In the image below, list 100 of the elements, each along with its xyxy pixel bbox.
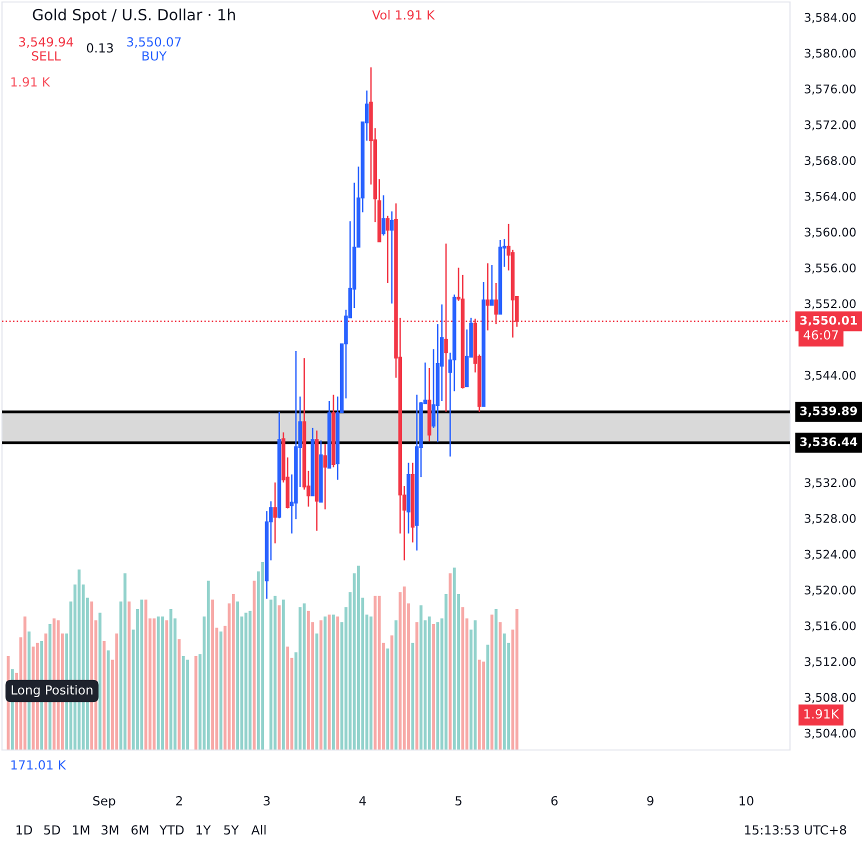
x-tick-label: 3 — [264, 796, 270, 806]
annotation: SELL — [32, 51, 61, 61]
text: 1D — [16, 825, 32, 834]
bar — [374, 596, 377, 750]
candlestick — [323, 443, 327, 510]
y-tick-label: 3,560.00 — [804, 228, 856, 238]
y-tick-label: 3,576.00 — [804, 84, 856, 95]
text: 3M — [102, 825, 118, 835]
bar — [502, 633, 506, 750]
bar — [428, 616, 431, 750]
bar — [411, 642, 414, 750]
x-tick-label: 5 — [456, 796, 462, 806]
bar — [394, 620, 398, 750]
bar — [444, 594, 448, 750]
annotation: 0.13 — [86, 43, 113, 53]
y-tick-label: 3,572.00 — [804, 120, 856, 130]
bar — [102, 640, 106, 750]
x-tick-label: 10 — [740, 796, 754, 806]
y-tick-label: 3,516.00 — [804, 621, 856, 632]
bar — [452, 568, 456, 750]
text: 6M — [132, 825, 148, 835]
x-tick-label: 6 — [551, 796, 558, 806]
bar — [415, 622, 418, 750]
y-tick-label: 3,512.00 — [804, 657, 856, 668]
text: 5Y — [224, 825, 239, 835]
bar — [128, 601, 131, 750]
bar — [261, 562, 264, 750]
candlestick — [382, 194, 386, 236]
bar — [211, 600, 214, 750]
x-tick-label: 9 — [647, 796, 654, 806]
bar — [461, 607, 464, 750]
bar — [161, 616, 164, 750]
bar — [156, 616, 160, 750]
y-tick-label: 3,564.00 — [804, 192, 856, 202]
bar — [420, 605, 422, 750]
annotation: 1.91 K — [11, 77, 50, 87]
bar — [144, 600, 148, 750]
bar — [248, 610, 252, 750]
bar — [286, 646, 290, 750]
candlestick — [490, 264, 494, 306]
ref-line-label: 3,536.44 — [800, 437, 858, 448]
bar — [432, 624, 435, 750]
bar — [115, 633, 118, 750]
annotation: BUY — [142, 51, 167, 61]
y-tick-label: 3,524.00 — [804, 550, 856, 560]
y-tick-label: 3,520.00 — [804, 586, 856, 596]
bar — [140, 600, 144, 750]
text: 5D — [44, 825, 60, 835]
text: 1Y — [196, 825, 211, 834]
y-tick-label: 3,532.00 — [804, 478, 856, 488]
bar — [232, 594, 235, 750]
bar — [282, 600, 285, 750]
x-tick-label: Sep — [93, 796, 116, 808]
text: 15:13:53 UTC+8 — [745, 825, 846, 835]
bar — [98, 612, 102, 750]
text: YTD — [160, 825, 184, 834]
bar — [178, 639, 181, 750]
bar — [244, 612, 248, 750]
bar — [152, 618, 156, 750]
ref-line-label: 3,550.01 — [800, 316, 857, 326]
ref-line-label: 3,539.89 — [800, 406, 857, 417]
text: 1M — [73, 825, 90, 834]
y-tick-label: 3,544.00 — [804, 370, 856, 381]
y-tick-label: 3,580.00 — [804, 48, 856, 59]
bar — [436, 622, 440, 750]
bar — [332, 614, 335, 750]
bar — [402, 586, 406, 750]
bar — [306, 610, 310, 750]
candlestick — [386, 215, 390, 284]
bar — [378, 596, 381, 750]
bar — [194, 656, 198, 750]
annotation: Vol 1.91 K — [372, 10, 435, 20]
text: 1.91K — [804, 709, 840, 719]
bar — [106, 650, 110, 750]
bar — [206, 580, 210, 750]
chart-title: Gold Spot / U.S. Dollar · 1h — [32, 8, 235, 24]
bar — [298, 607, 302, 750]
bar — [357, 566, 360, 750]
bar — [169, 609, 172, 750]
bar — [490, 614, 494, 750]
y-tick-label: 3,528.00 — [804, 514, 856, 524]
bar — [515, 609, 518, 750]
bar — [390, 635, 394, 750]
bar — [324, 616, 327, 750]
y-tick-label: 3,568.00 — [804, 156, 856, 166]
bar — [274, 596, 277, 750]
text: 46:07 — [804, 330, 838, 340]
bar — [186, 660, 189, 750]
bar — [386, 648, 390, 750]
y-tick-label: 3,504.00 — [804, 728, 856, 739]
bar — [182, 656, 185, 750]
annotation: 3,550.07 — [127, 37, 181, 48]
y-tick-label: 3,552.00 — [804, 299, 856, 310]
y-tick-label: 3,508.00 — [804, 692, 856, 704]
bar — [165, 620, 168, 750]
y-tick-label: 3,556.00 — [804, 263, 856, 274]
bar — [478, 660, 481, 750]
bar — [124, 573, 126, 750]
bar — [328, 614, 331, 750]
bar — [269, 600, 272, 750]
